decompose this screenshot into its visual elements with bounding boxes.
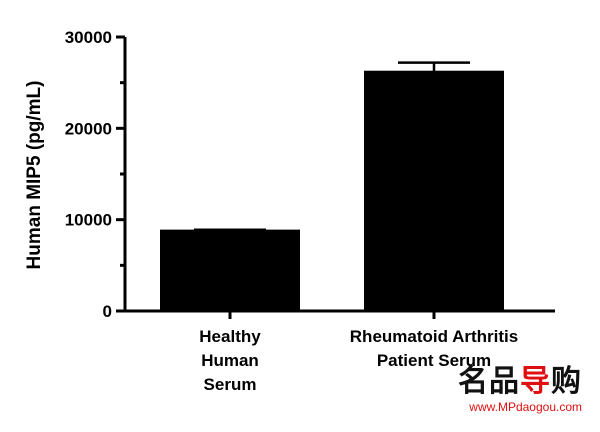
y-tick-label: 0 — [103, 302, 112, 321]
bars — [160, 70, 504, 312]
bar — [364, 70, 504, 312]
y-tick-label: 20000 — [65, 119, 112, 138]
y-axis: 0 10000 20000 30000 — [65, 28, 127, 321]
x-tick-label-line: Human — [201, 351, 259, 370]
x-tick-label-line: Patient Serum — [377, 351, 491, 370]
y-axis-label: Human MIP5 (pg/mL) — [24, 81, 45, 270]
x-tick-label-line: Rheumatoid Arthritis — [350, 327, 518, 346]
x-tick-label-line: Serum — [204, 375, 257, 394]
x-tick-label-line: Healthy — [199, 327, 261, 346]
watermark-logo: 名品导购 — [458, 364, 582, 399]
watermark: 名品导购 www.MPdaogou.com — [458, 364, 582, 415]
x-tick-label: Healthy Human Serum — [199, 327, 261, 394]
x-axis — [123, 309, 555, 319]
y-tick-label: 10000 — [65, 211, 112, 230]
y-tick-label: 30000 — [65, 28, 112, 47]
x-tick-label: Rheumatoid Arthritis Patient Serum — [350, 327, 518, 370]
error-bars — [194, 61, 470, 231]
watermark-url: www.MPdaogou.com — [469, 400, 582, 414]
bar — [160, 229, 300, 312]
x-tick-labels: Healthy Human Serum Rheumatoid Arthritis Pat… — [199, 327, 518, 394]
